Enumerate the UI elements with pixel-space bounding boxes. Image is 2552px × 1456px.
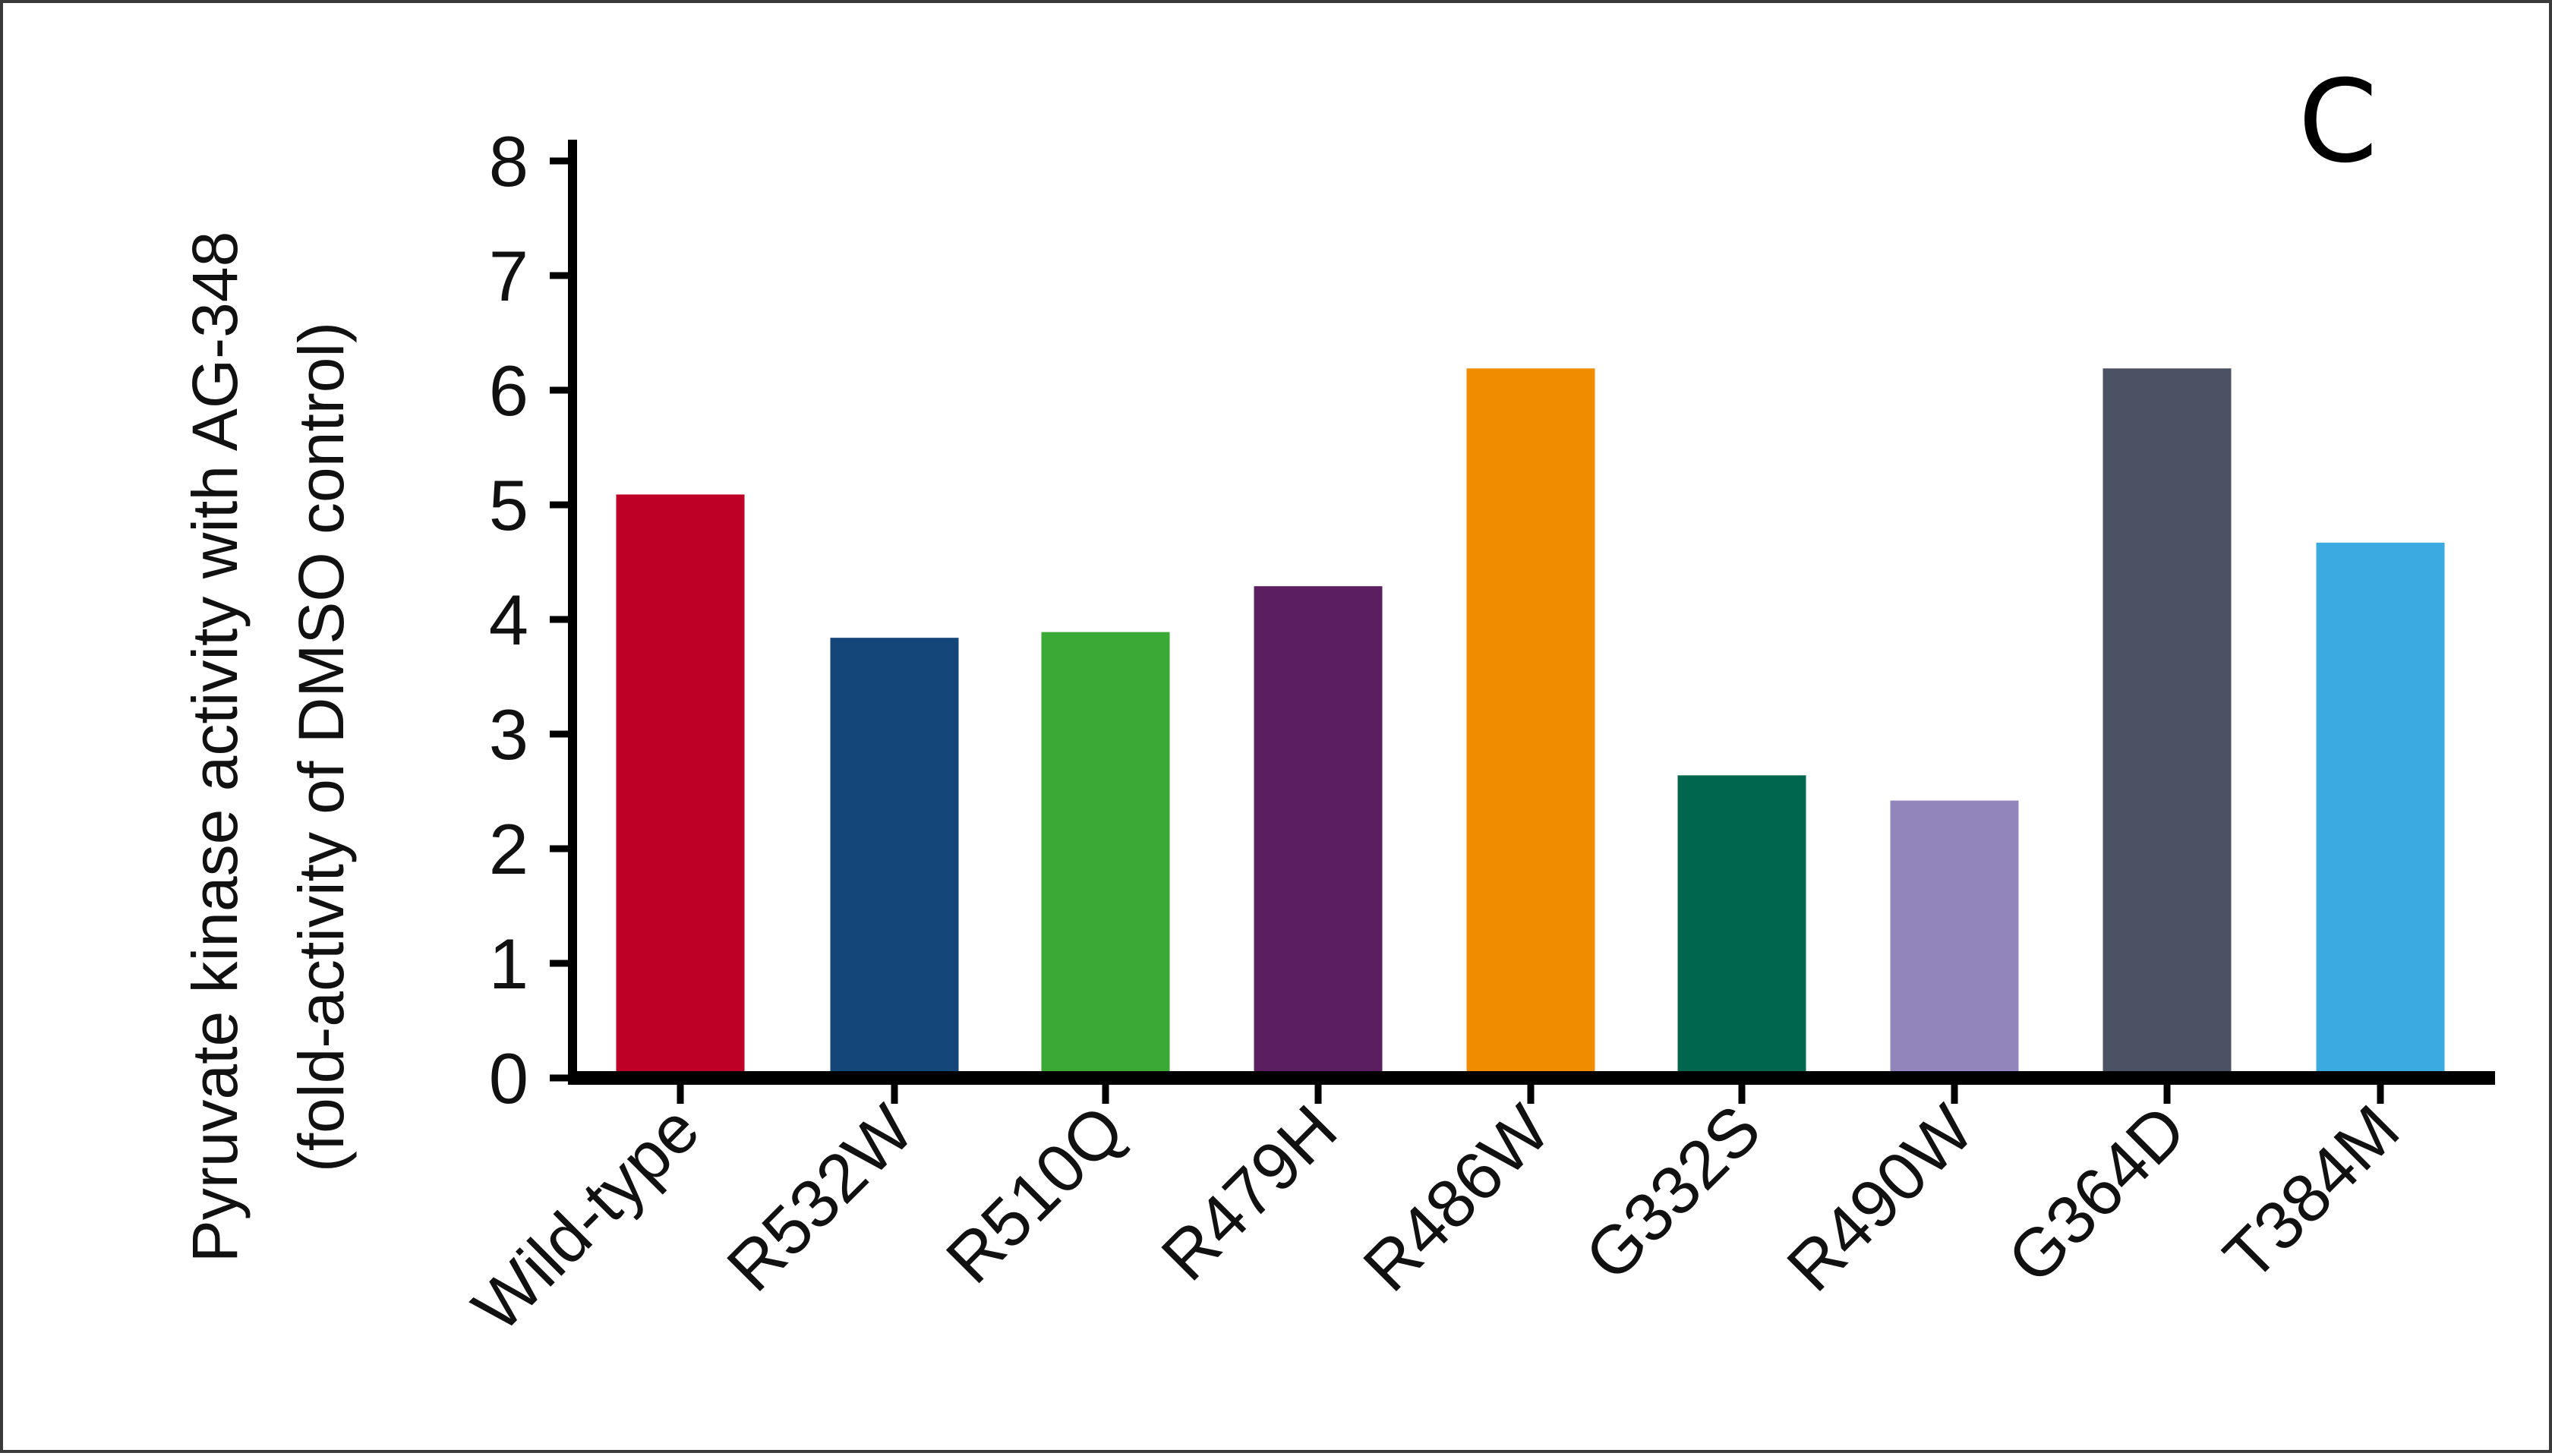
x-tick-label-r510q: R510Q bbox=[932, 1091, 1139, 1297]
x-tick-label-t384m: T384M bbox=[2210, 1091, 2414, 1295]
bar-r479h bbox=[1251, 584, 1385, 1079]
x-tick-label-r532w: R532W bbox=[713, 1091, 928, 1306]
axes-layer bbox=[550, 140, 2495, 1104]
bar-r490w bbox=[1888, 798, 2021, 1079]
panel-label: C bbox=[2298, 56, 2378, 188]
bars-layer bbox=[614, 366, 2447, 1079]
bar-r510q bbox=[1039, 629, 1172, 1079]
y-tick-label-0: 0 bbox=[489, 1038, 528, 1118]
x-tick-label-g332s: G332S bbox=[1571, 1091, 1775, 1295]
bar-r486w bbox=[1464, 366, 1598, 1079]
y-tick-label-6: 6 bbox=[489, 351, 528, 430]
y-tick-label-5: 5 bbox=[489, 465, 528, 545]
bar-g332s bbox=[1675, 773, 1809, 1079]
y-tick-label-7: 7 bbox=[489, 236, 528, 316]
x-tick-label-r490w: R490W bbox=[1773, 1091, 1988, 1306]
x-tick-label-g364d: G364D bbox=[1994, 1091, 2200, 1297]
bar-t384m bbox=[2314, 540, 2447, 1079]
x-tick-label-r486w: R486W bbox=[1349, 1091, 1564, 1306]
y-axis-title-line-2: (fold-activity of DMSO control) bbox=[285, 322, 357, 1172]
y-tick-label-3: 3 bbox=[489, 695, 528, 774]
y-tick-label-4: 4 bbox=[489, 580, 528, 660]
y-axis-title-line-1: Pyruvate kinase activity with AG-348 bbox=[179, 232, 251, 1263]
y-tick-label-8: 8 bbox=[489, 121, 528, 201]
bar-r532w bbox=[828, 635, 961, 1079]
bar-g364d bbox=[2100, 366, 2234, 1079]
x-tick-label-wild-type: Wild-type bbox=[459, 1091, 714, 1346]
y-tick-label-2: 2 bbox=[489, 809, 528, 889]
bar-wild-type bbox=[614, 492, 747, 1079]
x-tick-label-r479h: R479H bbox=[1147, 1091, 1352, 1295]
y-tick-label-1: 1 bbox=[489, 924, 528, 1004]
